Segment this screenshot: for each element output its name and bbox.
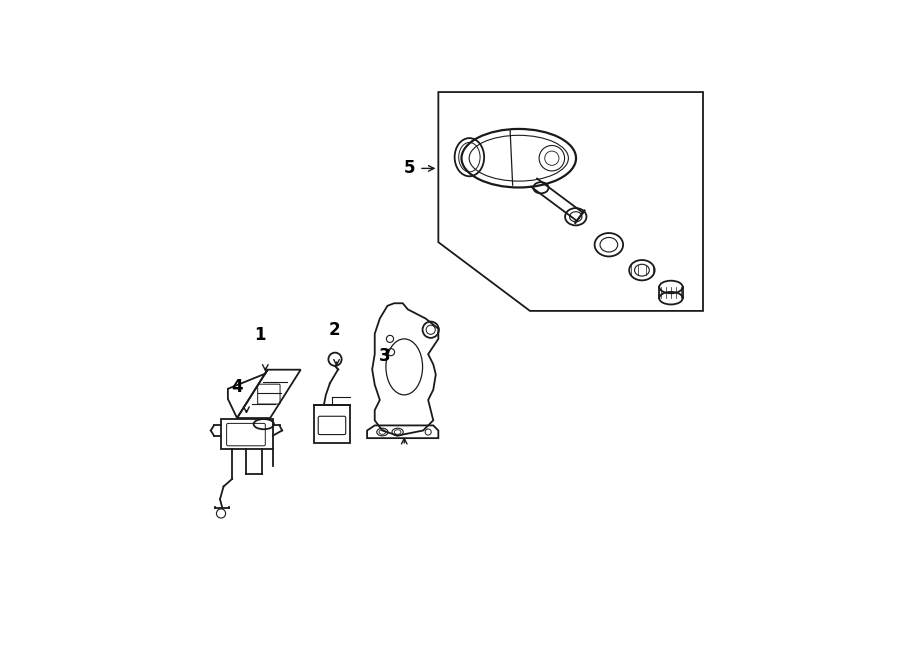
Text: 2: 2 <box>328 321 340 339</box>
Text: 3: 3 <box>379 348 391 366</box>
Text: 5: 5 <box>404 159 416 177</box>
Text: 4: 4 <box>231 378 243 396</box>
Text: 1: 1 <box>255 326 266 344</box>
